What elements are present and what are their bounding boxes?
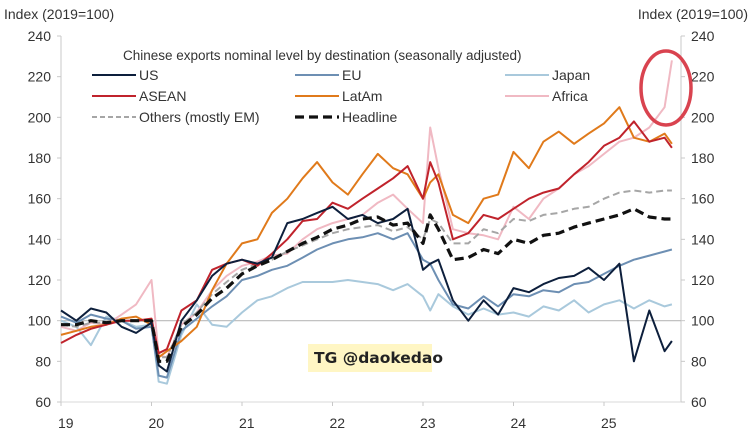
legend-label-japan: Japan (552, 67, 590, 83)
series-line-japan (60, 279, 673, 385)
x-tick-label: 19 (58, 415, 74, 431)
highlight-ellipse (639, 49, 693, 127)
x-tick-label: 23 (420, 415, 436, 431)
legend: Chinese exports nominal level by destina… (92, 48, 590, 125)
legend-label-latam: LatAm (342, 88, 382, 104)
series-line-headline (61, 207, 672, 363)
x-tick-label: 25 (601, 415, 617, 431)
y-tick-label-right: 200 (691, 109, 715, 125)
watermark-text: TG @daokedao (314, 349, 444, 367)
axes: 60 60 80 80 100 100 120 120 140 140 160 160 180 180 20… (4, 6, 748, 431)
y-tick-label-left: 220 (28, 69, 52, 85)
series-line-eu (60, 232, 673, 379)
legend-label-eu: EU (342, 67, 361, 83)
y-tick-label-left: 120 (28, 272, 52, 288)
y-tick-label-right: 220 (691, 69, 715, 85)
y-tick-label-left: 60 (35, 394, 51, 410)
legend-label-headline: Headline (342, 109, 397, 125)
y-tick-label-left: 180 (28, 150, 52, 166)
y-tick-label-left: 160 (28, 191, 52, 207)
y-tick-label-right: 80 (691, 353, 707, 369)
y-tick-label-left: 200 (28, 109, 52, 125)
y-tick-label-right: 180 (691, 150, 715, 166)
series-line-others-mostly-em (60, 189, 672, 359)
x-tick-label: 24 (511, 415, 527, 431)
series-lines (60, 60, 673, 385)
x-tick-label: 22 (330, 415, 346, 431)
legend-label-others-mostly-em: Others (mostly EM) (139, 109, 260, 125)
series-line-africa (60, 60, 673, 359)
series-line-asean (60, 120, 673, 355)
legend-label-africa: Africa (552, 88, 588, 104)
x-tick-label: 20 (149, 415, 165, 431)
legend-label-asean: ASEAN (139, 88, 186, 104)
y-tick-label-right: 240 (691, 28, 715, 44)
legend-label-us: US (139, 67, 158, 83)
y-tick-label-right: 100 (691, 313, 715, 329)
y-tick-label-left: 140 (28, 231, 52, 247)
y-tick-label-left: 80 (35, 353, 51, 369)
y-tick-label-right: 160 (691, 191, 715, 207)
series-line-latam (60, 106, 673, 359)
x-tick-label: 21 (239, 415, 255, 431)
y-axis-title-right: Index (2019=100) (638, 6, 748, 22)
y-tick-label-right: 60 (691, 394, 707, 410)
y-tick-label-left: 100 (28, 313, 52, 329)
watermark: TG @daokedao (308, 344, 444, 372)
annotations (639, 49, 693, 127)
chart-title: Chinese exports nominal level by destina… (123, 48, 521, 63)
y-tick-label-right: 120 (691, 272, 715, 288)
y-tick-label-right: 140 (691, 231, 715, 247)
y-tick-label-left: 240 (28, 28, 52, 44)
y-axis-title-left: Index (2019=100) (4, 6, 114, 22)
